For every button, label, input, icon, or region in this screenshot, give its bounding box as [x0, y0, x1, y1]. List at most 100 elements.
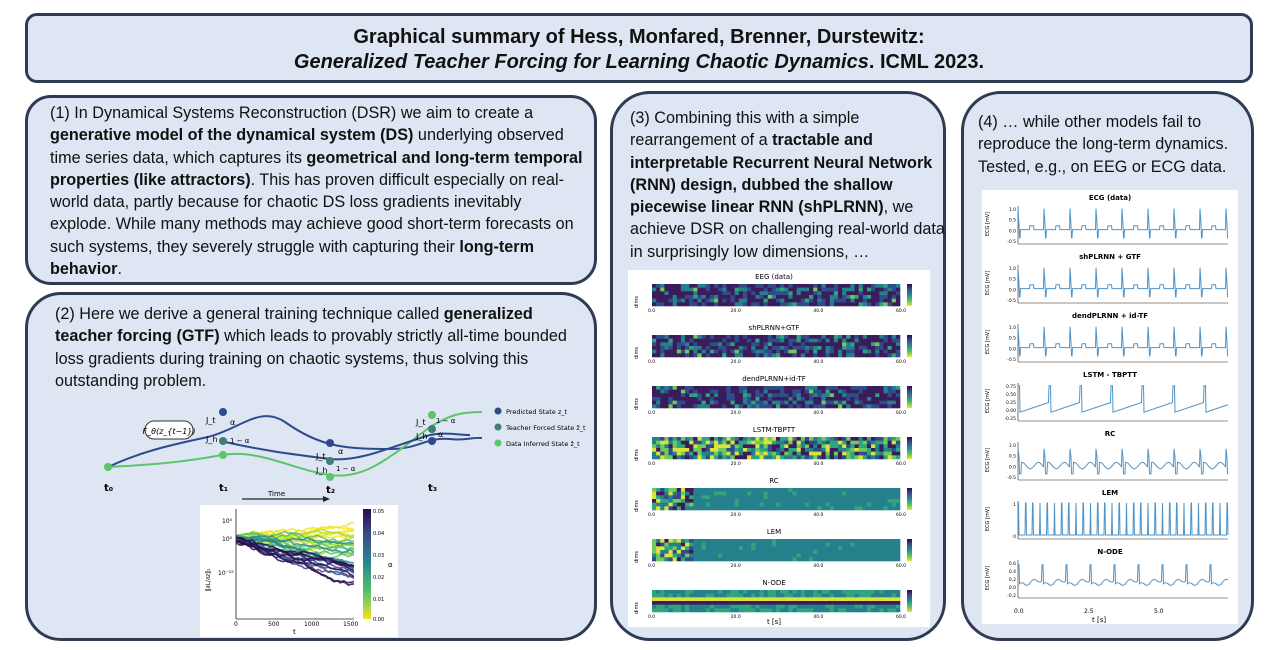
heatmap-cell [821, 346, 826, 350]
heatmap-cell [829, 499, 835, 503]
heatmap-cell [846, 506, 851, 511]
gradient-curve [236, 537, 354, 545]
heatmap-cell [664, 291, 669, 296]
f-theta-label: F_θ(z_{t−1}) [142, 427, 195, 436]
heatmap-cell [701, 495, 707, 500]
title-line-1: Graphical summary of Hess, Monfared, Bre… [353, 26, 925, 48]
heatmap-cell [726, 338, 731, 343]
heatmap-cell [813, 393, 818, 398]
heatmap-cell [747, 338, 752, 343]
heatmap-cell [697, 499, 702, 503]
cbar-tick-4: 0.02 [373, 575, 384, 581]
heatmap-cell [672, 284, 678, 288]
heatmap-cell [734, 404, 740, 409]
heatmap-cell [763, 553, 769, 558]
heatmap-cell [854, 590, 859, 594]
heatmap-cell [784, 506, 789, 511]
heatmap-cell [825, 539, 831, 543]
heatmap-cell [858, 604, 864, 609]
heatmap-cell [788, 608, 793, 613]
heatmap-cell [842, 393, 847, 398]
heatmap-cell [668, 397, 673, 401]
heatmap-cell [734, 338, 740, 343]
heatmap-cell [858, 349, 864, 354]
ecg-ytick: 0.5 [1009, 336, 1016, 342]
heatmap-cell [821, 335, 826, 339]
heatmap-cell [771, 451, 777, 456]
heatmap-cell [780, 444, 785, 449]
heatmap-cell [742, 455, 748, 460]
heatmap-cell [883, 557, 888, 562]
heatmap-cell [817, 488, 822, 492]
heatmap-cell [829, 397, 835, 401]
heatmap-cell [751, 455, 756, 460]
heatmap-cell [676, 499, 682, 503]
heatmap-cell [879, 440, 884, 445]
heatmap-cell [813, 488, 818, 492]
heatmap-cell [842, 557, 847, 562]
heatmap-cell [676, 404, 682, 409]
heatmap-cell [734, 604, 740, 609]
heatmap-cell [759, 491, 764, 496]
heatmap-cell [734, 393, 740, 398]
heatmap-cell [738, 342, 744, 347]
heatmap-cell [842, 495, 847, 500]
heatmap-cell [796, 557, 802, 562]
heatmap-cell [858, 597, 864, 602]
heatmap-cell [693, 550, 698, 554]
heatmap-cell [652, 448, 657, 452]
heatmap-cell [796, 550, 802, 554]
heatmap-cell [792, 346, 797, 350]
heatmap-cell [714, 593, 719, 598]
heatmap-colorbar [907, 539, 912, 561]
heatmap-cell [804, 298, 810, 303]
heatmap-cell [825, 542, 831, 547]
heatmap-cell [825, 502, 831, 507]
heatmap-cell [685, 335, 690, 339]
heatmap-cell [738, 386, 744, 390]
heatmap-cell [883, 502, 888, 507]
heatmap-cell [714, 295, 719, 299]
heatmap-cell [701, 284, 707, 288]
heatmap-cell [660, 302, 665, 307]
title-line-2: Generalized Teacher Forcing for Learning… [28, 51, 1250, 74]
heatmap-cell [895, 506, 901, 511]
heatmap-cell [895, 444, 901, 449]
heatmap-cell [813, 287, 818, 292]
heatmap-xtick: 0.0 [648, 512, 655, 518]
heatmap-cell [804, 284, 810, 288]
heatmap-cell [800, 542, 806, 547]
heatmap-cell [883, 404, 888, 409]
heatmap-cell [862, 291, 868, 296]
heatmap-cell [879, 557, 884, 562]
heatmap-cell [738, 557, 744, 562]
heatmap-cell [858, 451, 864, 456]
heatmap-cell [763, 393, 769, 398]
heatmap-cell [689, 298, 694, 303]
heatmap-cell [838, 491, 843, 496]
heatmap-cell [800, 451, 806, 456]
heatmap-cell [829, 597, 835, 602]
heatmap-cell [755, 397, 760, 401]
heatmap-cell [676, 349, 682, 354]
p2-text-b: which leads to provably strictly all-tim… [55, 327, 567, 390]
heatmap-cell [813, 451, 818, 456]
time-t2: t₂ [326, 485, 335, 496]
heatmap-cell [825, 335, 831, 339]
heatmap-cell [800, 506, 806, 511]
heatmap-cell [718, 546, 723, 551]
heatmap-cell [792, 488, 797, 492]
heatmap-xtick: 0.0 [648, 461, 655, 467]
heatmap-cell [871, 597, 876, 602]
heatmap-cell [697, 495, 702, 500]
heatmap-cell [854, 386, 859, 390]
heatmap-xlabel: t [s] [767, 618, 781, 626]
heatmap-cell [788, 601, 793, 605]
heatmap-cell [718, 335, 723, 339]
heatmap-cell [664, 499, 669, 503]
heatmap-cell [714, 338, 719, 343]
heatmap-cell [809, 451, 814, 456]
heatmap-cell [813, 400, 818, 405]
heatmap-cell [817, 455, 822, 460]
